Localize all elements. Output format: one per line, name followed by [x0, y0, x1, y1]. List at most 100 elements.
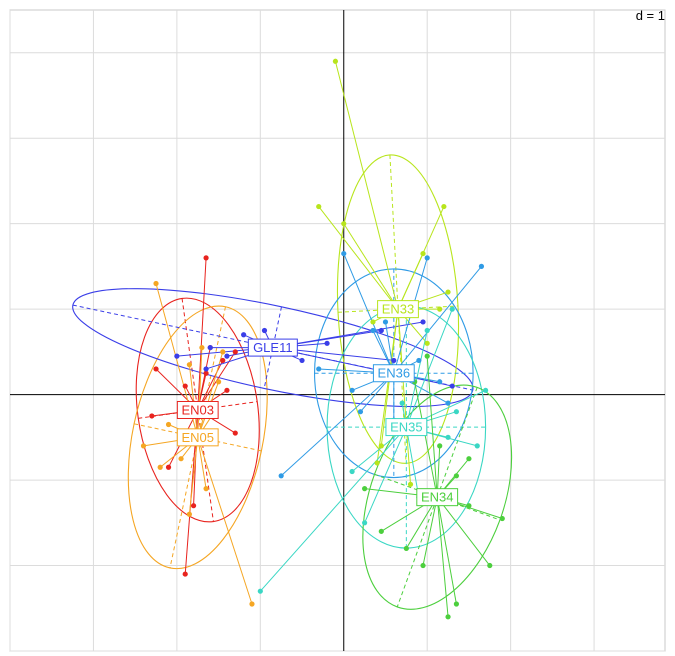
point-en03 — [203, 370, 209, 376]
spoke-en33 — [343, 223, 399, 310]
spoke-gle11 — [272, 347, 453, 387]
point-en03 — [165, 464, 172, 470]
point-gle11 — [207, 344, 213, 351]
spoke-en33 — [397, 253, 424, 310]
axes — [10, 10, 665, 651]
spoke-en05 — [197, 351, 224, 438]
point-en36 — [357, 409, 364, 415]
spoke-en34 — [426, 356, 438, 498]
spoke-en35 — [405, 308, 453, 428]
label-box-gle11 — [247, 338, 298, 357]
point-gle11 — [241, 332, 247, 338]
spoke-en05 — [197, 347, 203, 438]
point-en35 — [449, 306, 455, 312]
point-en36 — [370, 327, 376, 334]
point-en33 — [370, 319, 376, 325]
point-en34 — [445, 614, 451, 620]
point-en34 — [362, 486, 368, 492]
point-en36 — [349, 387, 355, 393]
spoke-en33 — [397, 309, 412, 485]
label-box-en05 — [176, 428, 219, 447]
spoke-en36 — [343, 253, 395, 374]
label-en36: EN36 — [378, 366, 411, 381]
spoke-en35 — [259, 426, 407, 592]
spoke-en36 — [393, 266, 482, 374]
label-box-en34 — [416, 488, 459, 507]
point-en03 — [203, 255, 209, 261]
spoke-en35 — [405, 330, 428, 428]
point-en05 — [157, 464, 163, 470]
point-en33 — [420, 250, 426, 257]
point-gle11 — [203, 366, 209, 372]
point-en36 — [424, 255, 430, 261]
point-en35 — [483, 387, 489, 393]
point-gle11 — [174, 353, 180, 359]
point-en05 — [140, 443, 147, 449]
scale-label: d = 1 — [636, 8, 665, 23]
point-gle11 — [261, 327, 268, 334]
point-en05 — [220, 349, 226, 355]
spoke-en34 — [436, 497, 457, 605]
label-box-en35 — [385, 418, 428, 437]
spoke-en03 — [197, 257, 207, 411]
point-en35 — [362, 520, 368, 526]
label-box-en36 — [372, 364, 415, 383]
point-en03 — [149, 413, 155, 419]
point-en34 — [487, 562, 493, 569]
point-en35 — [474, 443, 480, 449]
grid — [9, 9, 666, 652]
point-en05 — [215, 379, 222, 385]
point-en35 — [257, 588, 263, 594]
spoke-en05 — [188, 437, 199, 515]
point-en33 — [378, 443, 384, 449]
spoke-en33 — [318, 206, 399, 310]
point-en05 — [153, 280, 159, 287]
label-en05: EN05 — [181, 430, 214, 445]
label-en33: EN33 — [382, 302, 415, 317]
ellipse-axis-major-en34 — [396, 387, 478, 608]
point-gle11 — [324, 340, 330, 346]
point-en36 — [416, 357, 422, 364]
point-en36 — [316, 366, 322, 372]
spoke-en34 — [414, 381, 438, 498]
group-labels: EN03 EN05 GLE11 EN33 EN36 EN35 EN34 — [176, 300, 459, 507]
point-en35 — [445, 434, 451, 440]
point-en33 — [341, 221, 347, 227]
point-en03 — [153, 366, 159, 372]
spoke-en35 — [405, 426, 420, 498]
point-en33 — [424, 340, 430, 346]
point-en05 — [178, 456, 184, 462]
spoke-en36 — [280, 372, 395, 477]
point-en33 — [332, 58, 339, 64]
point-en03 — [182, 571, 188, 577]
point-gle11 — [224, 353, 230, 359]
point-en33 — [316, 203, 322, 210]
point-en03 — [220, 357, 226, 364]
point-gle11 — [449, 383, 455, 389]
point-en05 — [186, 511, 192, 517]
point-en36 — [437, 379, 443, 385]
point-en03 — [190, 503, 197, 509]
label-en35: EN35 — [390, 420, 423, 435]
point-en33 — [374, 460, 380, 466]
point-en03 — [232, 430, 238, 436]
point-en03 — [182, 383, 188, 389]
point-gle11 — [420, 319, 426, 325]
label-box-en33 — [377, 300, 419, 319]
point-en36 — [478, 263, 485, 269]
point-en36 — [382, 319, 389, 325]
point-en05 — [199, 344, 205, 351]
spoke-en05 — [197, 437, 253, 605]
point-en34 — [437, 443, 443, 449]
label-box-en03 — [176, 400, 219, 419]
point-en34 — [453, 473, 460, 479]
point-en05 — [203, 486, 209, 492]
point-en35 — [349, 468, 355, 475]
label-gle11: GLE11 — [253, 340, 293, 355]
point-en35 — [399, 400, 405, 406]
spoke-en33 — [376, 309, 399, 464]
point-gle11 — [378, 327, 384, 334]
point-en34 — [403, 545, 409, 552]
point-en35 — [453, 409, 460, 415]
